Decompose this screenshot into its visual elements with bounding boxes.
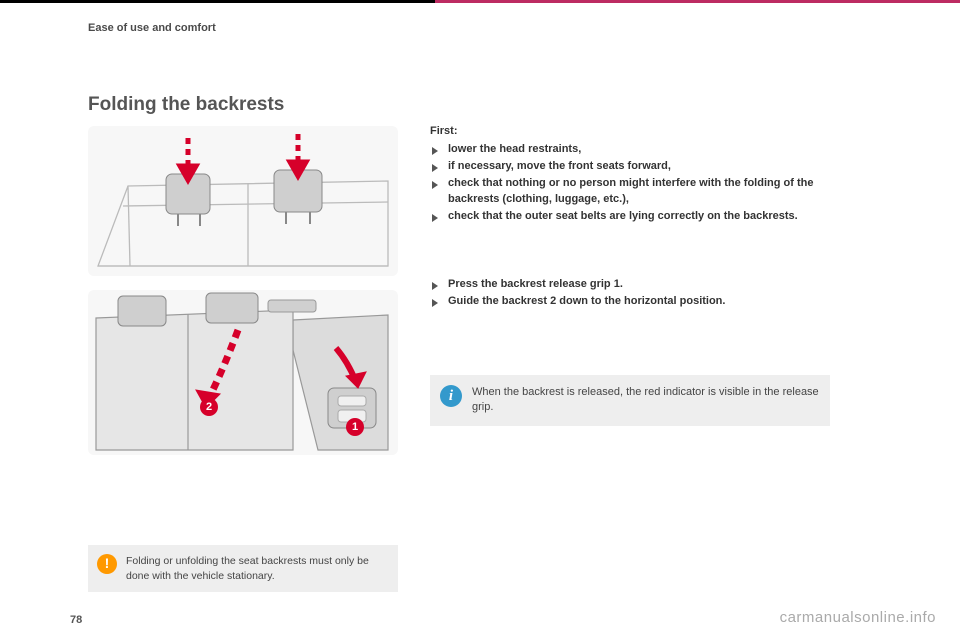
instruction-item: check that nothing or no person might in… bbox=[430, 176, 830, 208]
instructions-lead: First: bbox=[430, 124, 830, 140]
topbar-left bbox=[0, 0, 435, 3]
warning-icon: ! bbox=[97, 554, 117, 574]
instructions-column: First: lower the head restraints, if nec… bbox=[430, 124, 830, 311]
diagram-release: 2 1 bbox=[88, 290, 398, 455]
instruction-item: lower the head restraints, bbox=[430, 142, 830, 158]
page-number: 78 bbox=[70, 614, 82, 626]
watermark: carmanualsonline.info bbox=[780, 609, 936, 626]
diagram-headrests-svg bbox=[88, 126, 398, 276]
instruction-item: Press the backrest release grip 1. bbox=[430, 277, 830, 293]
info-text: When the backrest is released, the red i… bbox=[472, 386, 819, 413]
section-header: Ease of use and comfort bbox=[88, 22, 216, 34]
warning-text: Folding or unfolding the seat backrests … bbox=[126, 555, 369, 582]
instruction-item: check that the outer seat belts are lyin… bbox=[430, 209, 830, 225]
warning-box: ! Folding or unfolding the seat backrest… bbox=[88, 545, 398, 592]
page-title: Folding the backrests bbox=[88, 94, 284, 116]
top-accent-bar bbox=[0, 0, 960, 3]
instruction-item: if necessary, move the front seats forwa… bbox=[430, 159, 830, 175]
instruction-item: Guide the backrest 2 down to the horizon… bbox=[430, 294, 830, 310]
info-box: i When the backrest is released, the red… bbox=[430, 375, 830, 426]
instructions-list-1: lower the head restraints, if necessary,… bbox=[430, 142, 830, 225]
instructions-list-2: Press the backrest release grip 1. Guide… bbox=[430, 277, 830, 310]
topbar-right bbox=[435, 0, 960, 3]
badge-1: 1 bbox=[346, 418, 364, 436]
info-icon: i bbox=[440, 385, 462, 407]
badge-2: 2 bbox=[200, 398, 218, 416]
diagram-headrests bbox=[88, 126, 398, 276]
